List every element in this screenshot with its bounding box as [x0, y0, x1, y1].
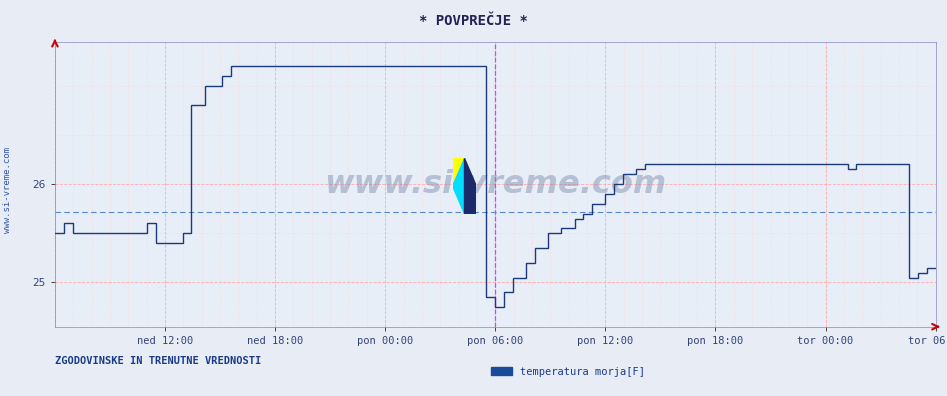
- Polygon shape: [453, 158, 464, 186]
- Polygon shape: [453, 158, 464, 214]
- Legend: temperatura morja[F]: temperatura morja[F]: [487, 363, 650, 381]
- Text: www.si-vreme.com: www.si-vreme.com: [3, 147, 12, 233]
- Text: ZGODOVINSKE IN TRENUTNE VREDNOSTI: ZGODOVINSKE IN TRENUTNE VREDNOSTI: [55, 356, 261, 366]
- Text: * POVPREČJE *: * POVPREČJE *: [420, 14, 527, 28]
- Text: www.si-vreme.com: www.si-vreme.com: [324, 169, 667, 200]
- Polygon shape: [464, 158, 476, 214]
